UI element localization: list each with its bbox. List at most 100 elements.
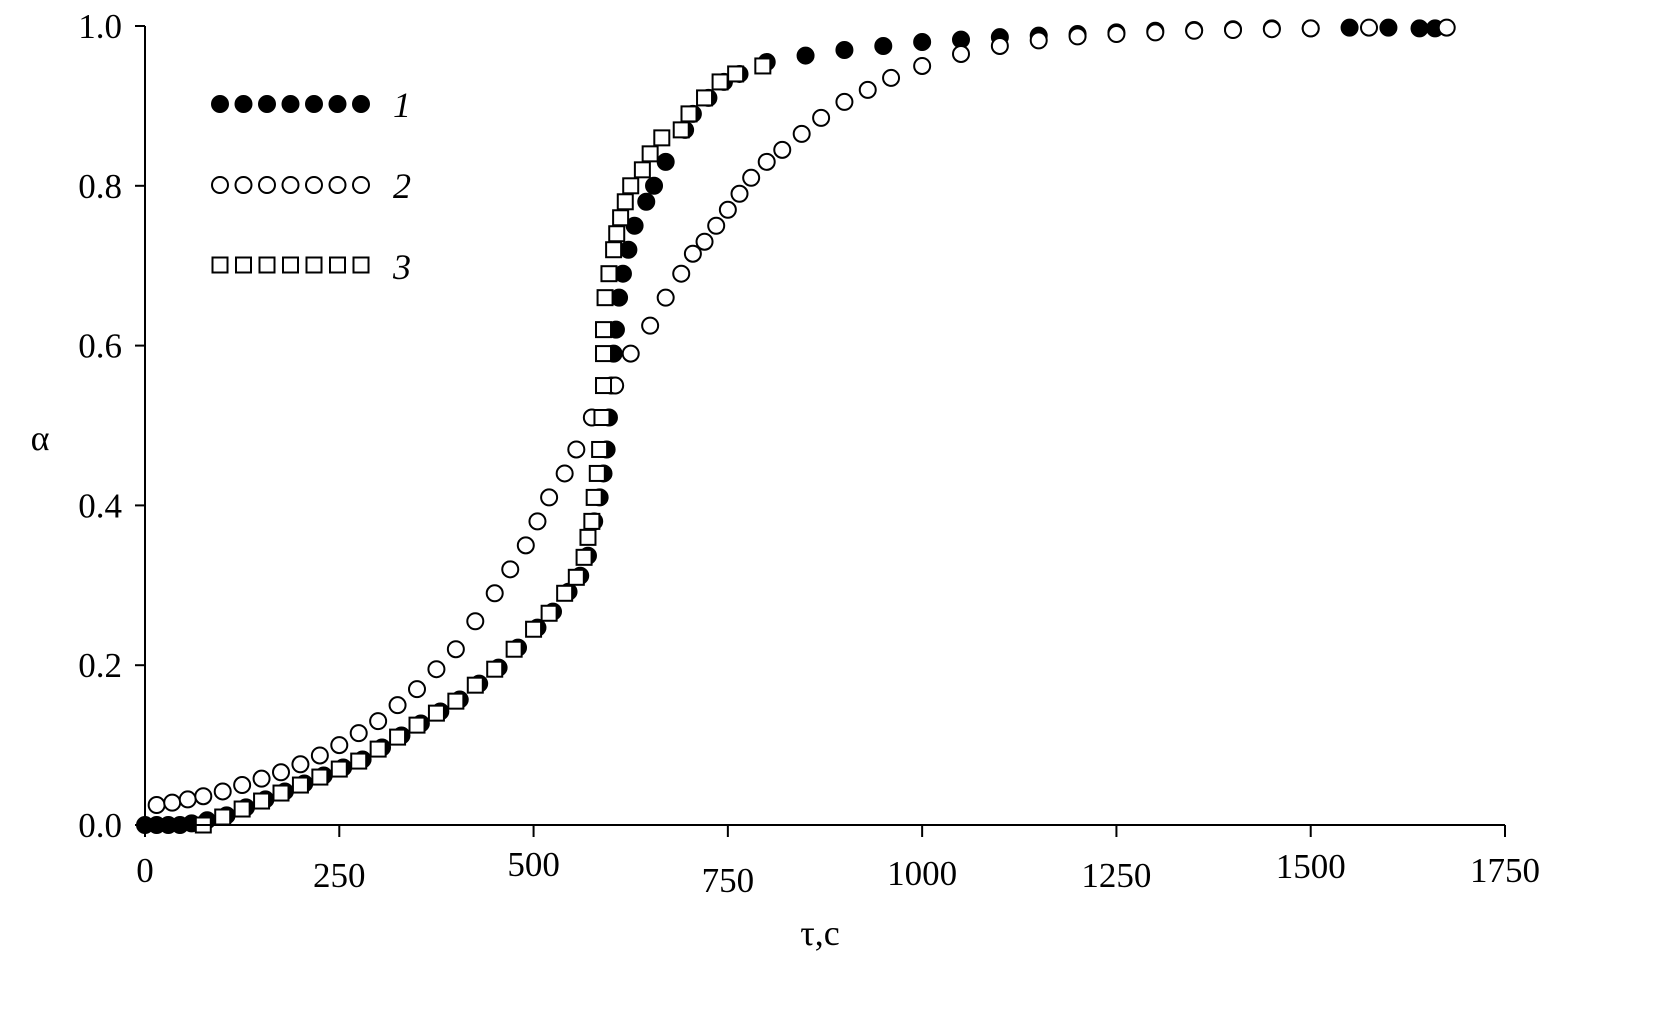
data-point: [588, 464, 606, 482]
data-point: [505, 640, 523, 658]
data-point: [583, 512, 601, 530]
data-point: [272, 784, 290, 802]
data-point: [528, 512, 547, 531]
legend-marker: [211, 176, 229, 194]
axis-ticks: 0 250 500 750 1000 1250 1500 1750 0.0 0.2 0.4 0.6 0.…: [78, 7, 1540, 900]
data-point: [555, 464, 574, 483]
data-point: [408, 716, 426, 734]
data-point: [608, 225, 626, 243]
legend-marker: [281, 95, 300, 113]
data-point: [593, 409, 611, 427]
data-point: [616, 193, 634, 211]
data-point: [796, 46, 815, 65]
data-point: [485, 584, 504, 603]
data-point: [147, 796, 166, 815]
legend-marker: [305, 256, 323, 274]
data-point: [619, 240, 638, 259]
series-2: [147, 18, 1456, 815]
data-point: [233, 776, 252, 795]
data-point: [858, 80, 877, 99]
data-point: [672, 264, 691, 283]
data-point: [1437, 18, 1456, 37]
data-point: [291, 776, 309, 794]
data-point: [641, 316, 660, 335]
data-point: [501, 560, 520, 579]
data-point: [633, 161, 651, 179]
data-point: [773, 140, 792, 159]
x-tick-label: 1000: [887, 854, 957, 893]
data-point: [645, 176, 664, 195]
data-point: [540, 604, 558, 622]
data-point: [622, 177, 640, 195]
data-point: [585, 488, 603, 506]
legend-marker: [234, 176, 253, 194]
data-point: [1262, 20, 1281, 39]
data-point: [540, 488, 559, 507]
data-point: [369, 740, 387, 758]
data-point: [680, 105, 698, 123]
data-point: [1107, 24, 1126, 43]
y-tick-label: 0.0: [78, 806, 122, 845]
x-axis-label: τ,c: [800, 913, 839, 953]
data-point: [595, 377, 613, 395]
y-tick-label: 0.2: [78, 646, 122, 685]
legend-marker: [281, 176, 300, 194]
legend-marker: [352, 176, 370, 194]
plot-area: [136, 18, 1456, 834]
data-point: [600, 265, 618, 283]
data-point: [1146, 23, 1165, 42]
data-point: [591, 440, 609, 458]
data-point: [1301, 19, 1320, 38]
y-tick-label: 0.4: [78, 486, 122, 525]
data-point: [163, 793, 182, 812]
data-point: [330, 736, 349, 755]
data-point: [718, 200, 737, 219]
data-point: [1360, 18, 1378, 37]
data-point: [466, 612, 485, 631]
data-point: [556, 584, 574, 602]
data-point: [874, 36, 893, 55]
x-tick-label: 0: [136, 851, 154, 890]
data-point: [311, 768, 329, 786]
legend-marker: [258, 256, 276, 274]
data-point: [252, 769, 271, 788]
data-point: [575, 548, 593, 566]
data-point: [882, 68, 901, 87]
data-point: [595, 345, 613, 363]
data-point: [757, 152, 776, 171]
data-point: [486, 660, 504, 678]
data-point: [516, 536, 535, 555]
data-point: [447, 692, 465, 710]
data-point: [621, 344, 640, 363]
legend-marker: [235, 256, 252, 274]
x-tick-label: 1250: [1081, 856, 1151, 895]
data-point: [579, 528, 597, 546]
legend-marker: [282, 256, 299, 274]
data-point: [596, 289, 614, 307]
data-point: [408, 680, 426, 699]
data-point: [683, 244, 702, 263]
series-1: [136, 18, 1445, 834]
data-point: [567, 568, 585, 586]
legend-marker: [352, 95, 370, 113]
data-point: [369, 712, 388, 731]
data-point: [595, 321, 613, 339]
data-point: [214, 808, 232, 826]
data-point: [1029, 31, 1048, 50]
data-point: [272, 763, 290, 782]
data-point: [727, 65, 745, 83]
data-point: [696, 89, 714, 107]
data-point: [427, 660, 446, 679]
y-axis-label: α: [31, 418, 50, 458]
legend-marker: [234, 95, 253, 113]
data-point: [1379, 18, 1398, 37]
data-point: [567, 440, 586, 459]
data-point: [656, 152, 675, 171]
x-tick-label: 1750: [1470, 851, 1540, 890]
data-point: [835, 40, 854, 59]
legend-marker: [328, 176, 347, 194]
y-tick-label: 1.0: [78, 7, 122, 46]
data-point: [389, 728, 407, 746]
data-point: [253, 792, 271, 810]
